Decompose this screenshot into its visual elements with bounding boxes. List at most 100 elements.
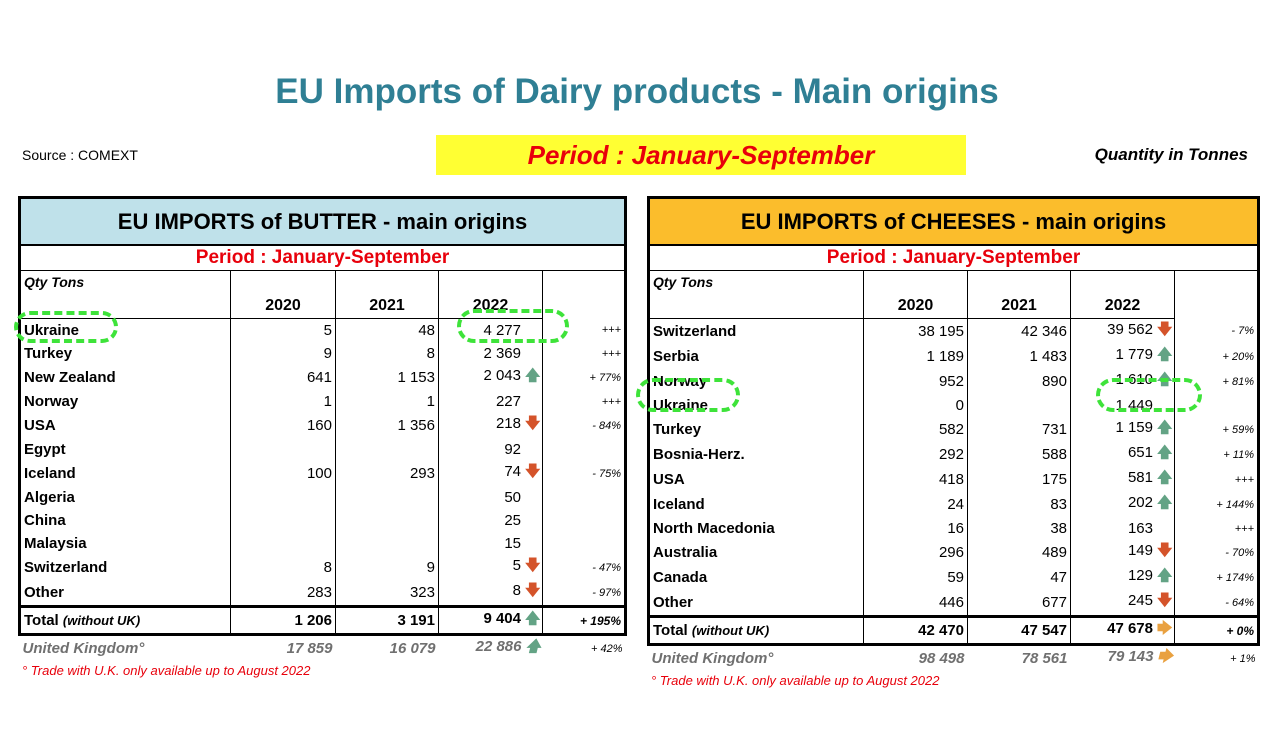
change-percent: - 97% [542, 580, 628, 607]
value-2020: 418 [863, 467, 968, 492]
value-2020: 446 [863, 590, 968, 617]
value-2020 [230, 509, 336, 532]
value-2020: 296 [863, 540, 968, 565]
value-2020: 952 [863, 369, 968, 394]
country-name: Ukraine [18, 318, 231, 342]
country-name: USA [647, 467, 864, 492]
change-percent: - 75% [542, 461, 628, 486]
arrow-up-icon: 🡅 [1157, 469, 1173, 486]
arrow-up-icon: 🡅 [1157, 444, 1173, 461]
cheese-table-title: EU IMPORTS of CHEESES - main origins [646, 196, 1261, 246]
arrow-placeholder [525, 489, 539, 506]
country-name: Norway [647, 369, 864, 394]
arrow-down-icon: 🡇 [525, 415, 541, 432]
year-header: 2022 [438, 293, 543, 319]
total-label: Total (without UK) [647, 615, 864, 646]
value-2022: 1 159 🡅 [1070, 417, 1175, 442]
uk-change: + 1% [1230, 652, 1256, 665]
period-banner: Period : January-September [436, 135, 966, 175]
change-percent: + 144% [1174, 492, 1261, 517]
country-name: Canada [647, 565, 864, 590]
country-name: North Macedonia [647, 517, 864, 540]
table-row: Norway 952 890 1 610 🡅 + 81% [647, 369, 1261, 394]
value-2021: 48 [335, 318, 439, 342]
change-percent: +++ [542, 342, 628, 365]
country-name: Other [647, 590, 864, 617]
value-2022: 2 043 🡅 [438, 365, 543, 390]
value-2022: 74 🡇 [438, 461, 543, 486]
value-2021 [335, 438, 439, 461]
change-percent: + 81% [1174, 369, 1261, 394]
change-percent: - 47% [542, 555, 628, 580]
arrow-down-icon: 🡇 [1157, 542, 1173, 559]
value-2021: 9 [335, 555, 439, 580]
table-row: Egypt 92 [18, 438, 628, 461]
quantity-unit-label: Quantity in Tonnes [1094, 145, 1248, 164]
change-percent: +++ [1174, 467, 1261, 492]
value-2022: 4 277 [438, 318, 543, 342]
change-percent: - 7% [1174, 318, 1261, 344]
value-2020: 5 [230, 318, 336, 342]
table-row: New Zealand 641 1 153 2 043 🡅 + 77% [18, 365, 628, 390]
year-header: 2021 [335, 293, 439, 319]
value-2021 [967, 394, 1071, 417]
country-name: New Zealand [18, 365, 231, 390]
country-name: Malaysia [18, 532, 231, 555]
value-2020: 8 [230, 555, 336, 580]
table-row: Malaysia 15 [18, 532, 628, 555]
year-header: 2021 [967, 293, 1071, 319]
value-2020: 100 [230, 461, 336, 486]
arrow-placeholder [525, 512, 539, 529]
value-2021 [335, 509, 439, 532]
arrow-placeholder [525, 441, 539, 458]
country-name: Iceland [18, 461, 231, 486]
arrow-placeholder [525, 535, 539, 552]
uk-2021: 78 561 [1021, 650, 1068, 667]
value-2022: 581 🡅 [1070, 467, 1175, 492]
value-2022: 227 [438, 390, 543, 413]
change-percent: + 11% [1174, 442, 1261, 467]
table-row: Turkey 582 731 1 159 🡅 + 59% [647, 417, 1261, 442]
value-2022: 50 [438, 486, 543, 509]
country-name: Algeria [18, 486, 231, 509]
arrow-up-icon: 🡅 [1157, 419, 1173, 436]
value-2022: 129 🡅 [1070, 565, 1175, 590]
value-2020: 1 189 [863, 344, 968, 369]
total-2020: 42 470 [863, 615, 968, 646]
value-2022: 39 562 🡇 [1070, 318, 1175, 344]
value-2021: 1 153 [335, 365, 439, 390]
change-percent: + 174% [1174, 565, 1261, 590]
value-2022: 245 🡇 [1070, 590, 1175, 617]
year-header: 2020 [230, 293, 336, 319]
country-name: Switzerland [18, 555, 231, 580]
table-row: Canada 59 47 129 🡅 + 174% [647, 565, 1261, 590]
value-2020: 292 [863, 442, 968, 467]
table-row: USA 160 1 356 218 🡇 - 84% [18, 413, 628, 438]
table-row: Serbia 1 189 1 483 1 779 🡅 + 20% [647, 344, 1261, 369]
change-percent [1174, 394, 1261, 417]
value-2020: 0 [863, 394, 968, 417]
butter-table-title: EU IMPORTS of BUTTER - main origins [17, 196, 628, 246]
total-change: + 0% [1174, 615, 1261, 646]
country-name: China [18, 509, 231, 532]
total-2021: 3 191 [335, 605, 439, 636]
change-percent [542, 509, 628, 532]
value-2021: 1 483 [967, 344, 1071, 369]
source-label: Source : COMEXT [22, 147, 138, 163]
arrow-up-icon: 🡅 [1157, 567, 1173, 584]
change-percent: + 59% [1174, 417, 1261, 442]
value-2021: 42 346 [967, 318, 1071, 344]
value-2021: 588 [967, 442, 1071, 467]
table-row: Switzerland 8 9 5 🡇 - 47% [18, 555, 628, 580]
country-name: Egypt [18, 438, 231, 461]
change-percent: +++ [542, 390, 628, 413]
country-name: Other [18, 580, 231, 607]
table-row: China 25 [18, 509, 628, 532]
total-label: Total (without UK) [18, 605, 231, 636]
country-name: Switzerland [647, 318, 864, 344]
arrow-down-icon: 🡇 [525, 463, 541, 480]
arrow-up-icon: 🡅 [525, 638, 541, 655]
arrow-down-icon: 🡇 [1157, 592, 1173, 609]
country-name: Bosnia-Herz. [647, 442, 864, 467]
value-2022: 218 🡇 [438, 413, 543, 438]
